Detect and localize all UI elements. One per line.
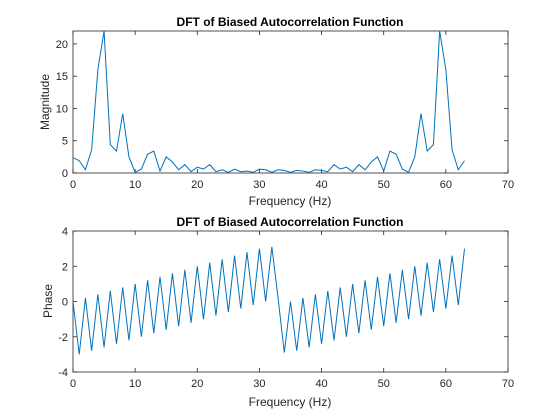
magnitude-chart-title: DFT of Biased Autocorrelation Function	[177, 15, 404, 29]
magnitude-series-line	[72, 30, 465, 174]
magnitude-x-tick-label: 0	[70, 179, 76, 191]
magnitude-ticks: 0 10 20 30 40 50 60 70 0 5 10 15 20	[56, 31, 514, 191]
phase-x-tick-label: 0	[70, 378, 76, 390]
phase-y-tick-label: -2	[58, 332, 68, 344]
magnitude-y-tick-label: 20	[56, 39, 68, 51]
phase-chart-title: DFT of Biased Autocorrelation Function	[177, 215, 404, 229]
phase-y-tick-label: -4	[58, 367, 68, 379]
phase-x-axis-label: Frequency (Hz)	[249, 395, 332, 409]
magnitude-y-axis-label: Magnitude	[38, 74, 52, 130]
phase-x-tick-label: 10	[129, 378, 141, 390]
phase-y-axis-label: Phase	[41, 284, 55, 318]
magnitude-y-tick-label: 10	[56, 103, 68, 115]
phase-ticks: 0 10 20 30 40 50 60 70 -4 -2 0 2 4	[58, 226, 514, 390]
magnitude-x-axis-label: Frequency (Hz)	[249, 194, 332, 208]
magnitude-y-tick-label: 0	[62, 168, 68, 180]
magnitude-subplot: DFT of Biased Autocorrelation Function F…	[38, 15, 514, 208]
phase-x-tick-label: 40	[315, 378, 327, 390]
magnitude-x-tick-label: 50	[378, 179, 390, 191]
phase-x-tick-label: 60	[440, 378, 452, 390]
phase-x-tick-label: 20	[191, 378, 203, 390]
magnitude-x-tick-label: 70	[502, 179, 514, 191]
phase-subplot: DFT of Biased Autocorrelation Function F…	[41, 215, 514, 409]
magnitude-x-tick-label: 30	[253, 179, 265, 191]
magnitude-x-tick-label: 10	[129, 179, 141, 191]
phase-x-tick-label: 70	[502, 378, 514, 390]
magnitude-x-tick-label: 60	[440, 179, 452, 191]
phase-y-tick-label: 0	[62, 297, 68, 309]
phase-x-tick-label: 30	[253, 378, 265, 390]
phase-series-line	[72, 246, 465, 355]
magnitude-x-tick-label: 40	[315, 179, 327, 191]
phase-y-tick-label: 2	[62, 261, 68, 273]
magnitude-y-tick-label: 5	[62, 136, 68, 148]
magnitude-x-tick-label: 20	[191, 179, 203, 191]
magnitude-y-tick-label: 15	[56, 71, 68, 83]
phase-y-tick-label: 4	[62, 226, 68, 238]
phase-x-tick-label: 50	[378, 378, 390, 390]
